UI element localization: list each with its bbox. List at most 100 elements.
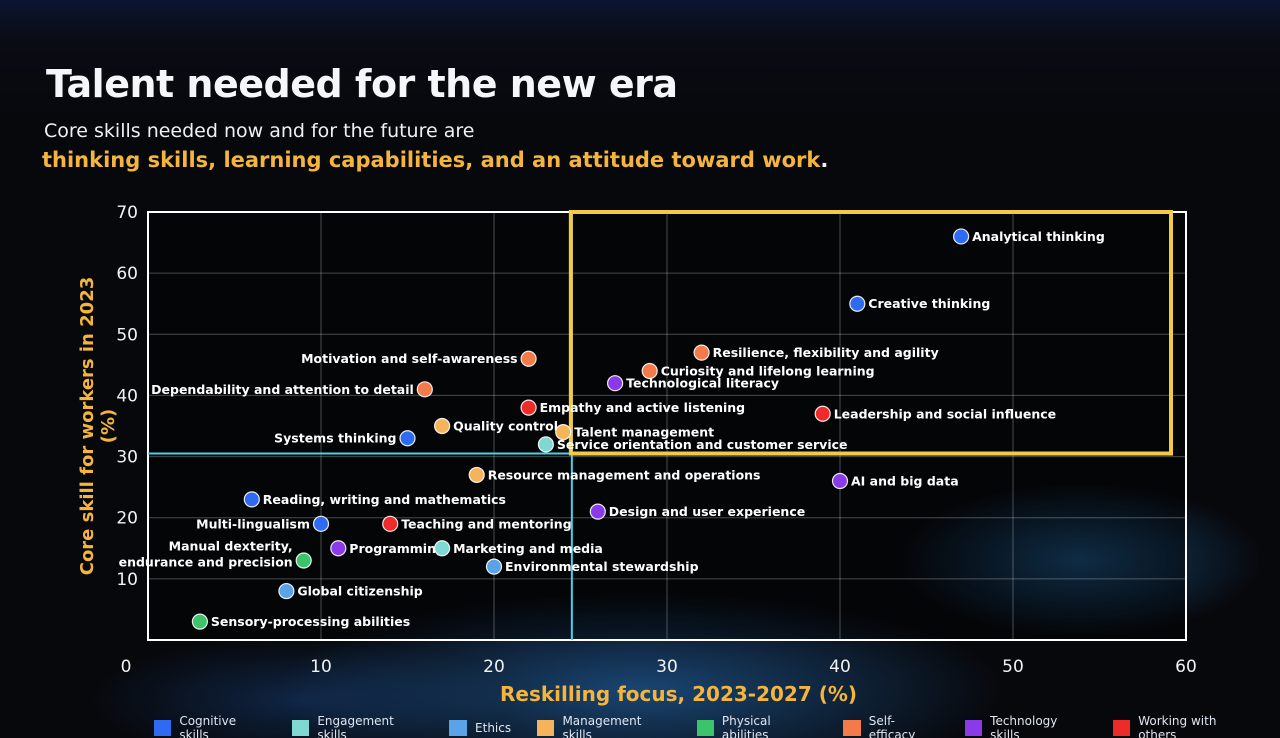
x-tick-label: 10 xyxy=(310,657,332,677)
data-point xyxy=(485,558,503,575)
point-label: Resilience, flexibility and agility xyxy=(713,345,939,360)
data-point xyxy=(330,540,347,557)
legend-item: Ethics xyxy=(449,714,511,738)
point-label: AI and big data xyxy=(851,474,959,489)
point-label: Creative thinking xyxy=(868,296,990,311)
point-label: Resource management and operations xyxy=(488,467,761,482)
x-tick-label: 20 xyxy=(483,657,505,677)
data-point xyxy=(191,613,208,630)
legend-swatch xyxy=(537,720,555,736)
slide-title: Talent needed for the new era xyxy=(46,62,678,106)
data-point xyxy=(537,436,555,453)
legend-label: Technology skills xyxy=(990,714,1058,738)
subtitle-highlight: thinking skills, learning capabilities, … xyxy=(42,148,821,172)
data-point xyxy=(382,515,399,532)
data-point xyxy=(693,344,710,361)
legend-swatch xyxy=(843,720,861,736)
legend-swatch xyxy=(449,720,468,736)
point-label: Dependability and attention to detail xyxy=(151,382,414,397)
point-label: Sensory-processing abilities xyxy=(211,614,410,629)
subtitle-line-2: thinking skills, learning capabilities, … xyxy=(42,148,828,172)
legend-label: Ethics xyxy=(475,721,512,735)
legend-swatch xyxy=(964,720,983,736)
legend-swatch xyxy=(696,720,714,736)
legend-swatch xyxy=(292,720,310,736)
point-label: Systems thinking xyxy=(274,431,396,446)
legend-swatch xyxy=(1112,720,1131,736)
point-label: Talent management xyxy=(574,425,714,440)
point-label: Manual dexterity, xyxy=(169,539,293,554)
data-point xyxy=(416,381,433,398)
point-label: Empathy and active listening xyxy=(540,400,746,415)
data-point xyxy=(434,540,451,557)
point-label: Reading, writing and mathematics xyxy=(263,492,506,507)
legend-label: Engagement skills xyxy=(317,714,394,738)
legend-item: Management skills xyxy=(537,714,670,738)
legend-item: Working with others xyxy=(1112,714,1254,738)
legend-label: Cognitive skills xyxy=(179,714,237,738)
y-axis-title: Core skill for workers in 2023 (%) xyxy=(77,276,119,576)
point-label: Marketing and media xyxy=(453,541,603,556)
data-point xyxy=(520,350,537,367)
point-label: Motivation and self-awareness xyxy=(301,351,518,366)
y-tick-label: 50 xyxy=(116,325,138,345)
legend-label: Management skills xyxy=(562,714,642,738)
data-point xyxy=(831,472,849,490)
legend-label: Physical abilities xyxy=(721,714,771,738)
data-point xyxy=(589,503,606,520)
data-point xyxy=(952,228,970,245)
data-point xyxy=(641,362,658,380)
data-point xyxy=(468,466,485,484)
subtitle-period: . xyxy=(820,148,829,172)
y-tick-label: 10 xyxy=(116,570,138,590)
y-tick-label: 40 xyxy=(116,386,138,406)
data-point xyxy=(814,405,831,422)
data-point xyxy=(434,417,451,435)
data-point xyxy=(606,375,624,392)
point-label: Design and user experience xyxy=(609,504,805,519)
data-point xyxy=(520,399,537,416)
legend-item: Engagement skills xyxy=(292,714,423,738)
data-point xyxy=(849,295,866,312)
point-label: endurance and precision xyxy=(119,555,293,570)
point-label: Teaching and mentoring xyxy=(401,516,571,531)
x-axis-title: Reskilling focus, 2023-2027 (%) xyxy=(500,682,858,706)
x-tick-label: 50 xyxy=(1002,657,1024,677)
y-tick-label: 70 xyxy=(116,203,138,223)
legend-item: Cognitive skills xyxy=(154,714,266,738)
x-tick-label: 0 xyxy=(121,657,132,677)
legend-label: Self-efficacy xyxy=(868,714,916,738)
legend-item: Technology skills xyxy=(964,714,1087,738)
point-label: Curiosity and lifelong learning xyxy=(661,363,875,378)
point-label: Leadership and social influence xyxy=(834,406,1056,421)
y-tick-label: 30 xyxy=(116,448,138,468)
x-tick-label: 60 xyxy=(1175,657,1197,677)
legend-item: Self-efficacy xyxy=(843,714,938,738)
x-tick-label: 30 xyxy=(656,657,678,677)
y-tick-label: 60 xyxy=(116,264,138,284)
point-label: Technological literacy xyxy=(626,376,779,391)
data-point xyxy=(399,430,416,447)
chart-legend: Cognitive skills Engagement skills Ethics M… xyxy=(154,714,1280,738)
plot-frame xyxy=(147,211,1187,641)
point-label: Multi-lingualism xyxy=(196,516,310,531)
data-point xyxy=(312,515,330,532)
data-point xyxy=(555,424,572,441)
data-point xyxy=(243,491,260,508)
point-label: Programming xyxy=(349,541,445,556)
legend-item: Physical abilities xyxy=(696,714,818,738)
x-tick-label: 40 xyxy=(829,657,851,677)
legend-label: Working with others xyxy=(1138,714,1217,738)
point-label: Quality control xyxy=(453,419,558,434)
point-label: Environmental stewardship xyxy=(505,559,699,574)
point-label: Analytical thinking xyxy=(972,229,1105,244)
highlight-box xyxy=(568,210,1173,456)
point-label: Service orientation and customer service xyxy=(557,437,848,452)
y-tick-label: 20 xyxy=(116,509,138,529)
subtitle-line-1: Core skills needed now and for the futur… xyxy=(44,120,475,142)
data-point xyxy=(278,582,295,600)
data-point xyxy=(295,552,312,569)
point-label: Global citizenship xyxy=(297,584,422,599)
